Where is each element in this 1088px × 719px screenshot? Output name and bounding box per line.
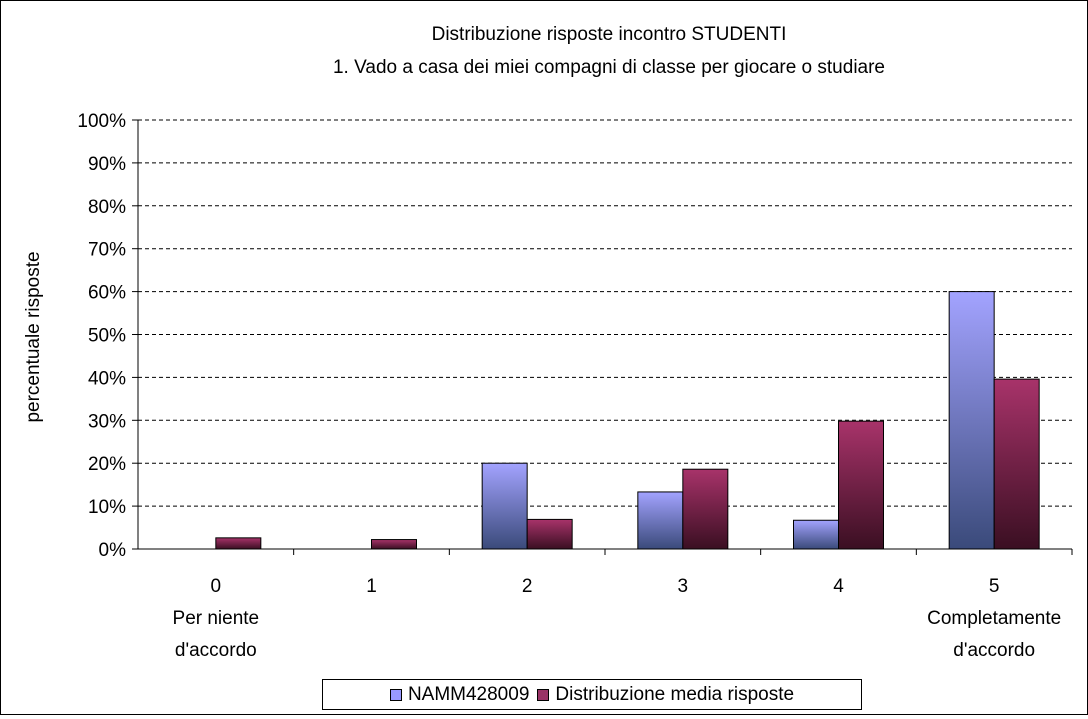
bar-series-1-cat-3 [637, 491, 684, 550]
x-tick-label: 4 [833, 576, 844, 597]
y-tick-label: 20% [88, 454, 126, 475]
x-tick-label: 1 [366, 576, 377, 597]
y-tick-label: 50% [88, 326, 126, 347]
legend-label-series-1: NAMM428009 [407, 683, 530, 705]
y-tick-label: 70% [88, 240, 126, 261]
chart-subtitle: 1. Vado a casa dei miei compagni di clas… [333, 57, 885, 78]
y-tick-label: 90% [88, 154, 126, 175]
legend-swatch-series-1 [389, 688, 402, 701]
y-tick-label: 40% [88, 368, 126, 389]
bar-series-2-cat-1 [371, 539, 417, 550]
x-tick-label: 2 [522, 576, 533, 597]
bar-series-2-cat-4 [838, 420, 884, 550]
bar-series-2-cat-2 [526, 518, 573, 550]
y-tick-label: 10% [88, 497, 126, 518]
bar-series-1-cat-5 [948, 291, 995, 550]
bar-series-2-cat-3 [682, 468, 729, 550]
y-tick-label: 0% [99, 540, 127, 561]
legend: NAMM428009 Distribuzione media risposte [322, 679, 862, 710]
x-tick-label: 0 [211, 576, 222, 597]
legend-swatch-series-2 [537, 688, 550, 701]
y-tick-label: 30% [88, 411, 126, 432]
x-tick-label: d'accordo [953, 640, 1035, 661]
bar-series-1-cat-2 [481, 462, 528, 550]
x-tick-label: Completamente [927, 608, 1061, 629]
legend-item-series-1: NAMM428009 [389, 683, 530, 706]
x-tick-label: d'accordo [175, 640, 257, 661]
x-tick-label: 5 [989, 576, 1000, 597]
bar-series-2-cat-0 [215, 537, 262, 550]
legend-label-series-2: Distribuzione media risposte [555, 683, 795, 705]
legend-item-series-2: Distribuzione media risposte [537, 684, 794, 706]
x-tick-label: 3 [678, 576, 689, 597]
y-tick-label: 60% [88, 283, 126, 304]
y-axis-label: percentuale risposte [23, 251, 44, 422]
bar-series-2-cat-5 [993, 378, 1040, 550]
chart-title: Distribuzione risposte incontro STUDENTI [432, 24, 787, 45]
y-tick-label: 80% [88, 197, 126, 218]
x-tick-label: Per niente [173, 608, 260, 629]
bar-series-1-cat-4 [793, 519, 839, 550]
y-tick-label: 100% [77, 111, 126, 132]
